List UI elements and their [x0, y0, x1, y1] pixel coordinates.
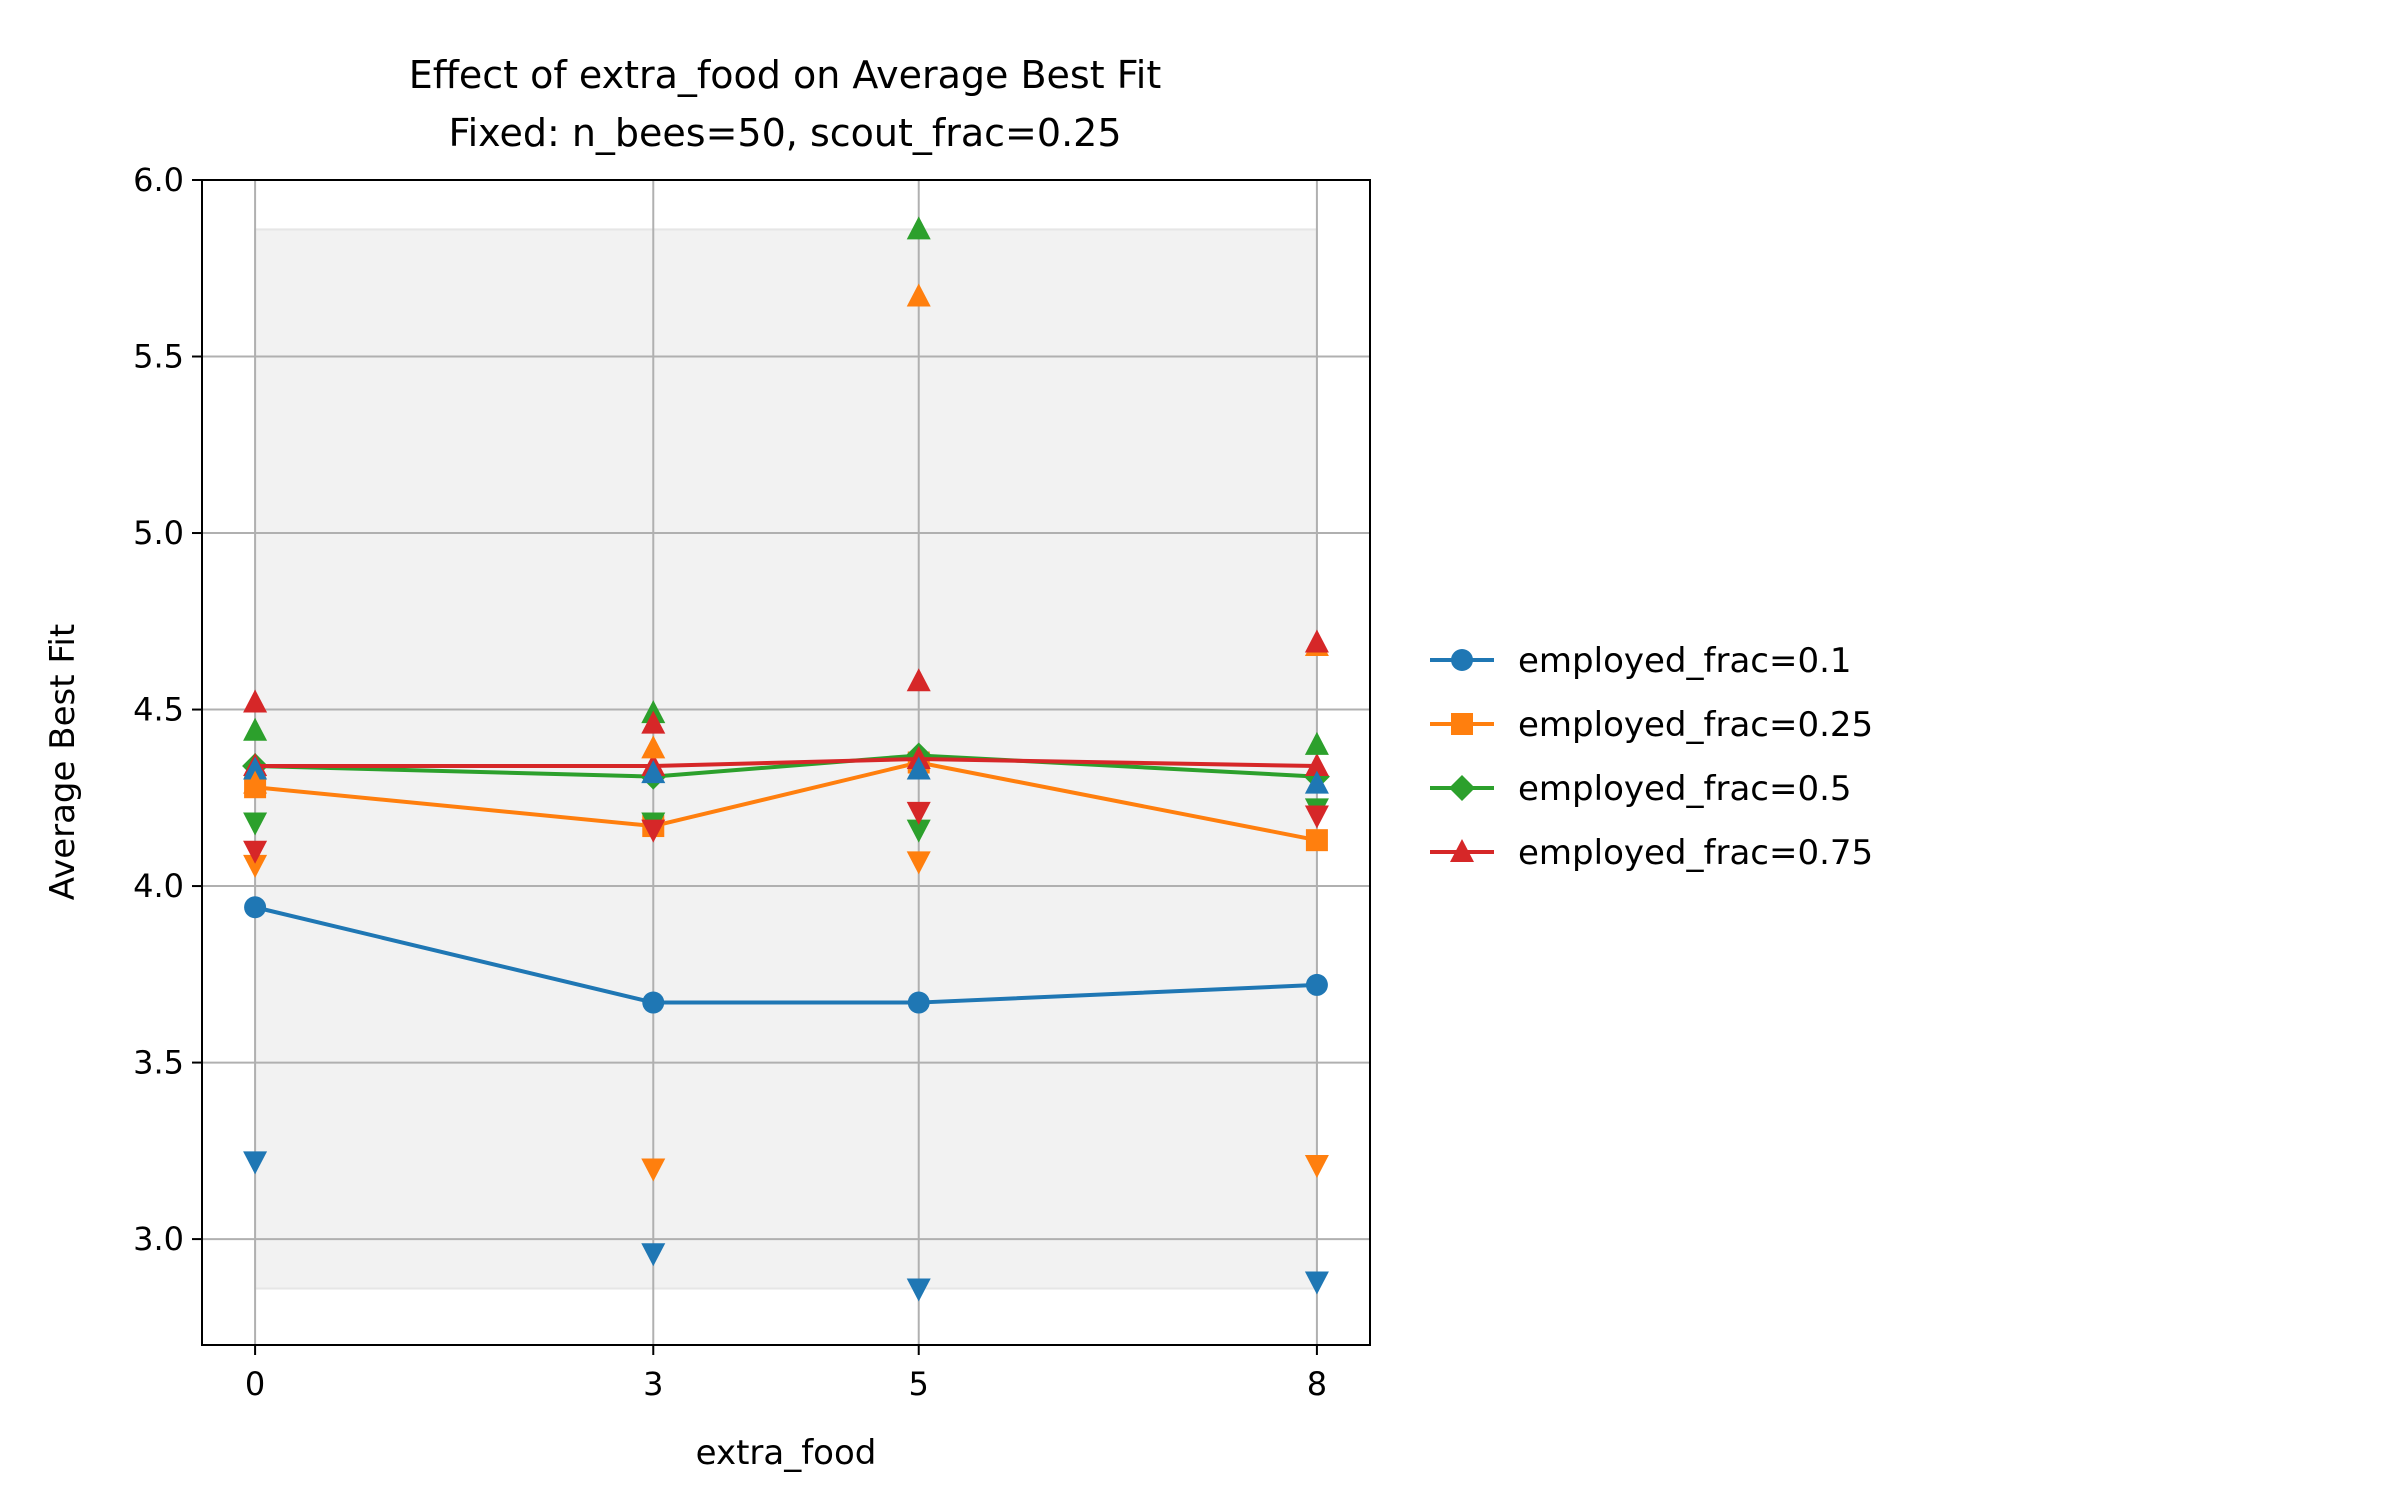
y-tick-label-4.5: 4.5: [133, 691, 184, 729]
y-tick-label-4.0: 4.0: [133, 867, 184, 905]
series-3-min-0: [243, 812, 268, 836]
series-2-max-5: [906, 283, 931, 307]
series-line-3: [255, 753, 1318, 779]
plot-frame: [201, 179, 1371, 1346]
series-line-2: [254, 760, 1318, 843]
y-axis-label: Average Best Fit: [43, 624, 83, 900]
series-4-min-5: [906, 801, 931, 825]
series-4-min-8: [1304, 805, 1329, 829]
y-tick-label-3.5: 3.5: [133, 1044, 184, 1082]
series-1-max-0: [243, 756, 268, 780]
series-1-max-8: [1304, 770, 1329, 794]
series-1-min-8: [1304, 1271, 1329, 1295]
series-1-point-0: [244, 896, 267, 919]
y-tick-label-6.0: 6.0: [133, 161, 184, 199]
series-2-max-0: [243, 770, 268, 794]
series-3-max-8: [1304, 731, 1329, 755]
series-1-point-8: [1305, 973, 1328, 996]
y-tick-label-3.0: 3.0: [133, 1220, 184, 1258]
range-band: [254, 228, 1318, 1290]
series-1-point-3: [642, 991, 665, 1014]
series-3-max-0: [243, 717, 268, 741]
legend-label-2: employed_frac=0.25: [1518, 705, 1873, 745]
x-tick-label-3: 3: [643, 1365, 663, 1403]
legend-marker-3: [1449, 775, 1475, 801]
series-1-min-0: [243, 1151, 268, 1175]
x-axis-label: extra_food: [696, 1433, 877, 1473]
series-1-min-3: [641, 1243, 666, 1267]
x-tick-label-8: 8: [1307, 1365, 1327, 1403]
legend-marker-2: [1451, 713, 1473, 735]
series-2-min-3: [641, 1158, 666, 1182]
series-4-min-3: [641, 819, 666, 843]
legend: employed_frac=0.1 employed_frac=0.25emplo…: [1430, 641, 1873, 873]
y-tick-label-5.5: 5.5: [133, 338, 184, 376]
legend-marker-1: [1451, 649, 1473, 671]
y-tick-label-5.0: 5.0: [133, 514, 184, 552]
x-tick-label-5: 5: [909, 1365, 929, 1403]
range-band-rect: [254, 228, 1318, 1290]
legend-label-1: employed_frac=0.1: [1518, 641, 1852, 681]
series-1-max-5: [906, 756, 931, 780]
legend-label-4: employed_frac=0.75: [1518, 833, 1873, 873]
series-2-max-3: [641, 735, 666, 759]
series-line-1: [254, 905, 1317, 1005]
legend-marker-4: [1450, 839, 1474, 862]
series-1-min-5: [906, 1278, 931, 1302]
series-3-max-5: [906, 216, 931, 240]
min-max-markers: [243, 216, 1329, 1302]
series-4-max-0: [243, 689, 268, 713]
legend-label-3: employed_frac=0.5: [1518, 769, 1852, 809]
series-2-min-8: [1304, 1154, 1329, 1178]
series-1-max-3: [641, 760, 666, 784]
series-2-min-0: [243, 854, 268, 878]
series-3-min-5: [906, 819, 931, 843]
series-2-min-5: [906, 851, 931, 875]
series-1-point-5: [907, 991, 930, 1014]
axis-ticks: 0 3 5 8 3.0 3.5 4.0 4.5 5.0 5.5 6.0: [133, 161, 1327, 1403]
series-4-point-8: [1304, 753, 1329, 777]
x-tick-label-0: 0: [245, 1365, 265, 1403]
chart-subtitle: Fixed: n_bees=50, scout_frac=0.25: [448, 111, 1121, 155]
series-line-4: [255, 756, 1317, 769]
series-4-min-0: [243, 840, 268, 864]
series-4-max-5: [906, 668, 931, 692]
series-2-point-8: [1305, 829, 1328, 852]
chart-title: Effect of extra_food on Average Best Fit: [409, 53, 1162, 97]
series-4-max-3: [641, 710, 666, 734]
series-4-max-8: [1304, 629, 1329, 653]
